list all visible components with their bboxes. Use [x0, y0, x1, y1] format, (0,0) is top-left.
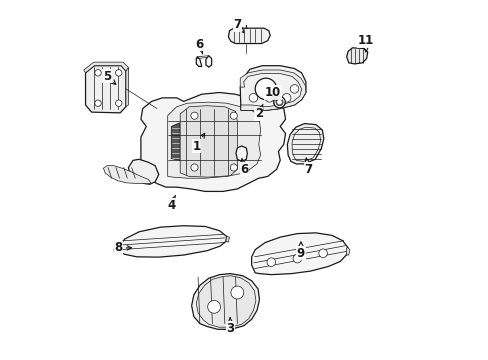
Text: 6: 6 — [195, 38, 203, 54]
Text: 7: 7 — [304, 158, 312, 176]
Circle shape — [255, 78, 276, 100]
Text: 10: 10 — [264, 86, 281, 100]
Polygon shape — [273, 97, 285, 107]
Polygon shape — [114, 246, 119, 254]
Text: 1: 1 — [192, 133, 204, 153]
Circle shape — [207, 300, 220, 313]
Circle shape — [190, 164, 198, 171]
Circle shape — [292, 254, 301, 263]
Text: 11: 11 — [357, 34, 373, 52]
Polygon shape — [141, 93, 285, 192]
Polygon shape — [346, 247, 349, 255]
Circle shape — [190, 112, 198, 119]
Circle shape — [275, 99, 283, 106]
Circle shape — [230, 164, 237, 171]
Polygon shape — [83, 62, 128, 73]
Circle shape — [264, 94, 273, 102]
Polygon shape — [240, 66, 305, 111]
Polygon shape — [228, 28, 270, 44]
Polygon shape — [196, 57, 201, 66]
Text: 9: 9 — [296, 242, 305, 260]
Polygon shape — [346, 48, 367, 64]
Polygon shape — [119, 226, 226, 257]
Polygon shape — [251, 233, 347, 275]
Circle shape — [230, 286, 244, 299]
Text: 4: 4 — [167, 195, 175, 212]
Polygon shape — [235, 146, 247, 161]
Circle shape — [115, 69, 122, 76]
Text: 5: 5 — [102, 70, 116, 84]
Circle shape — [115, 100, 122, 107]
Polygon shape — [287, 123, 323, 164]
Circle shape — [282, 94, 290, 102]
Text: 3: 3 — [225, 318, 234, 335]
Polygon shape — [167, 102, 260, 178]
Circle shape — [95, 69, 101, 76]
Polygon shape — [85, 66, 125, 113]
Polygon shape — [191, 274, 259, 329]
Circle shape — [318, 249, 326, 257]
Text: 2: 2 — [254, 104, 263, 120]
Circle shape — [276, 99, 282, 105]
Text: 6: 6 — [240, 159, 248, 176]
Polygon shape — [196, 276, 255, 327]
Polygon shape — [128, 159, 159, 184]
Polygon shape — [171, 123, 179, 160]
Circle shape — [230, 112, 237, 119]
Circle shape — [248, 94, 257, 102]
Circle shape — [266, 258, 275, 266]
Text: 8: 8 — [114, 241, 131, 255]
Text: 7: 7 — [233, 18, 244, 33]
Polygon shape — [125, 67, 128, 107]
Circle shape — [290, 85, 298, 93]
Circle shape — [273, 96, 285, 108]
Polygon shape — [225, 237, 229, 242]
Circle shape — [95, 100, 101, 107]
Polygon shape — [205, 56, 211, 67]
Polygon shape — [180, 106, 237, 177]
Polygon shape — [103, 166, 151, 184]
Polygon shape — [240, 70, 305, 111]
